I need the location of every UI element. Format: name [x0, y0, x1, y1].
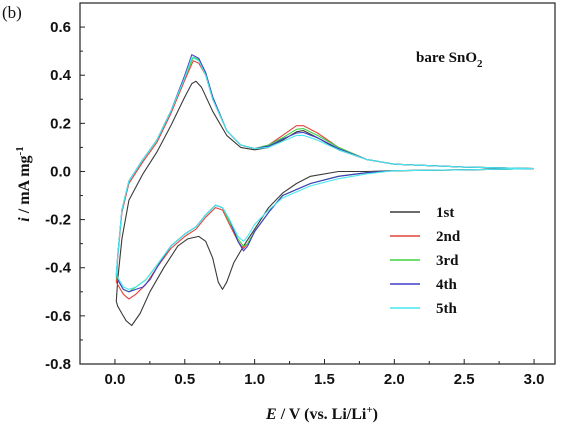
legend-label-2: 2nd [436, 229, 461, 245]
series-line-1 [115, 80, 535, 327]
x-axis-title-italic: E [265, 406, 277, 423]
legend-label-4: 4th [436, 277, 457, 293]
legend-label-1: 1st [436, 205, 454, 221]
plot-frame [79, 2, 556, 365]
y-tick-label: -0.8 [45, 356, 71, 373]
legend: 1st 2nd 3rd 4th 5th [390, 205, 461, 317]
series-layer [115, 54, 535, 327]
y-axis-title-text: / mA mg [16, 155, 33, 217]
y-tick-label: 0.0 [50, 163, 71, 180]
y-tick-label: -0.4 [45, 260, 72, 277]
y-axis: 0.6 0.4 0.2 0.0 -0.2 -0.4 -0.6 -0.8 [45, 19, 85, 373]
y-tick-label: 0.6 [50, 19, 71, 36]
y-axis-title-sup: -1 [14, 146, 26, 155]
x-axis-title-sup: + [366, 404, 372, 416]
legend-label-3: 3rd [436, 253, 459, 269]
series-line-5 [115, 56, 535, 290]
y-tick-label: 0.2 [50, 115, 71, 132]
y-axis-title: i / mA mg-1 [14, 146, 33, 221]
x-axis-title-end: ) [373, 406, 378, 423]
sample-annotation-subscript: 2 [477, 58, 483, 70]
x-tick-label: 0.5 [174, 371, 195, 388]
y-tick-label: -0.2 [45, 212, 71, 229]
y-tick-label: 0.4 [50, 67, 72, 84]
series-line-4 [115, 54, 535, 293]
x-axis: 0.0 0.5 1.0 1.5 2.0 2.5 3.0 [104, 359, 544, 388]
x-tick-label: 1.0 [244, 371, 265, 388]
x-axis-title-text: / V (vs. Li/Li [277, 406, 367, 423]
y-axis-title-italic: i [16, 217, 33, 222]
x-tick-label: 1.5 [314, 371, 335, 388]
x-tick-label: 0.0 [104, 371, 125, 388]
sample-annotation-text: bare SnO [416, 50, 477, 66]
legend-label-5: 5th [436, 301, 457, 317]
sample-annotation: bare SnO2 [416, 50, 483, 70]
x-axis-title: E / V (vs. Li/Li+) [265, 404, 378, 423]
x-tick-label: 2.5 [454, 371, 475, 388]
x-tick-label: 3.0 [524, 371, 545, 388]
x-tick-label: 2.0 [384, 371, 405, 388]
y-tick-label: -0.6 [45, 308, 71, 325]
panel-label: (b) [2, 3, 22, 22]
